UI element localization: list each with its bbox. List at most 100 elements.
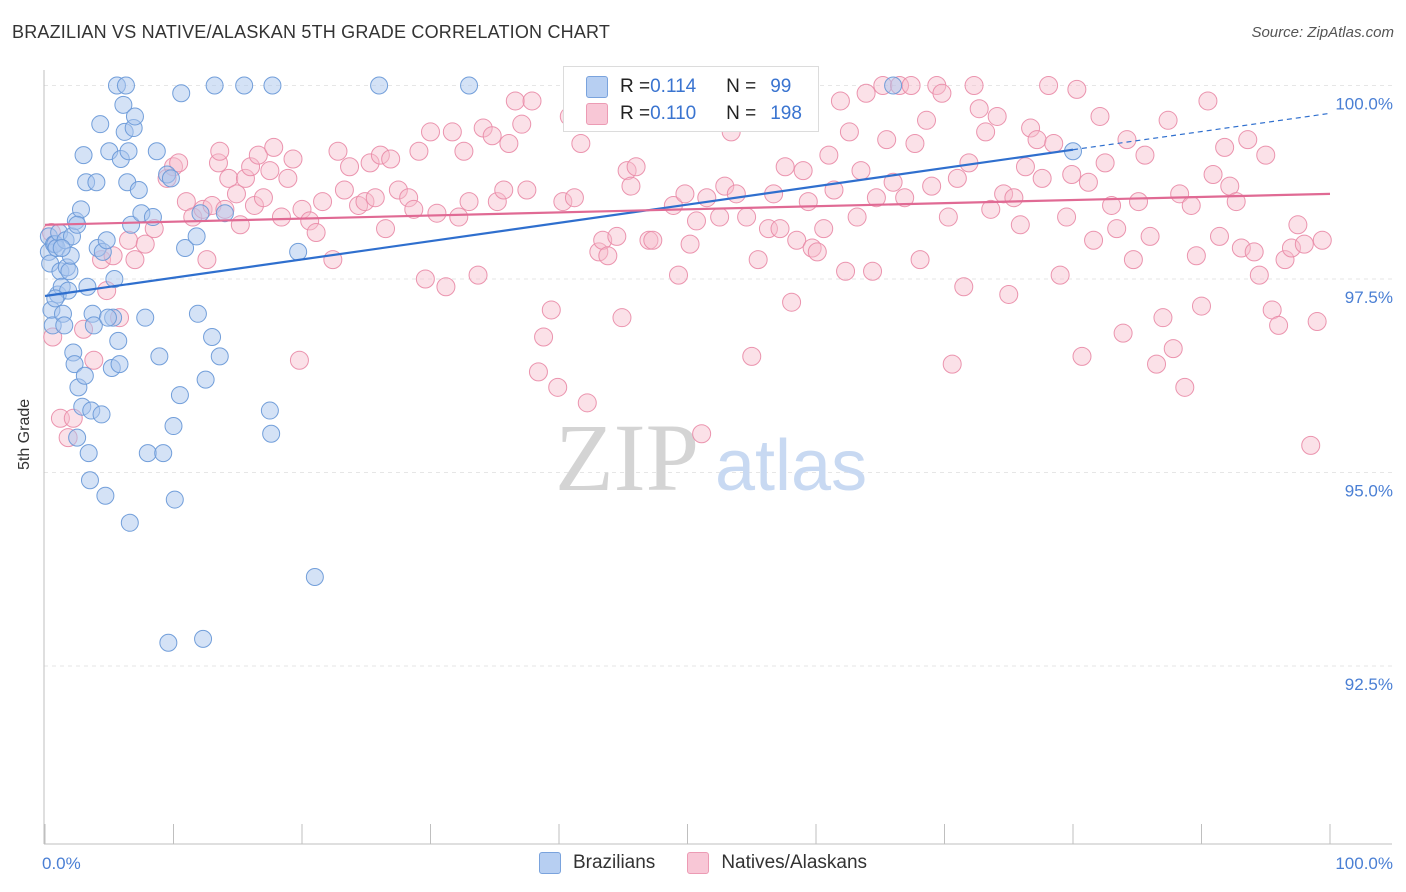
native-alaskan-point (436, 277, 456, 297)
native-alaskan-point (947, 168, 967, 188)
brazilian-point (97, 231, 116, 250)
native-alaskan-point (814, 219, 834, 239)
native-alaskan-point (1021, 118, 1041, 138)
native-alaskan-point (866, 188, 886, 208)
native-alaskan-point (248, 145, 268, 165)
native-alaskan-point (851, 161, 871, 181)
native-alaskan-point (917, 110, 937, 130)
y-tick-label: 92.5% (1345, 675, 1393, 694)
native-alaskan-point (459, 192, 479, 212)
legend-swatch-blue (586, 76, 608, 98)
native-alaskan-point (710, 207, 730, 227)
brazilian-point (305, 567, 324, 586)
native-alaskan-point (283, 149, 303, 169)
native-alaskan-point (1135, 145, 1155, 165)
legend-n-value: 198 (770, 103, 802, 124)
native-alaskan-point (802, 238, 822, 258)
native-alaskan-point (499, 134, 519, 154)
brazilian-point (165, 490, 184, 509)
native-alaskan-point (847, 207, 867, 227)
legend-label-brazilians: Brazilians (572, 852, 656, 873)
native-alaskan-point (494, 180, 514, 200)
legend-r-value: 0.114 (650, 76, 697, 97)
native-alaskan-point (219, 168, 239, 188)
brazilian-point (129, 180, 148, 199)
native-alaskan-point (999, 284, 1019, 304)
brazilian-point (65, 355, 84, 374)
native-alaskan-point (1312, 230, 1332, 250)
native-alaskan-point (883, 172, 903, 192)
brazilian-point (154, 444, 173, 463)
x-tick-label-max: 100.0% (1335, 854, 1393, 873)
native-alaskan-point (942, 354, 962, 374)
native-alaskan-point (964, 75, 984, 95)
native-alaskan-point (1140, 226, 1160, 246)
brazilian-point (87, 173, 106, 192)
native-alaskan-point (399, 188, 419, 208)
brazilian-point (136, 308, 155, 327)
brazilian-point (210, 347, 229, 366)
y-tick-label: 97.5% (1345, 288, 1393, 307)
native-alaskan-point (1256, 145, 1276, 165)
brazilian-point (215, 204, 234, 223)
native-alaskan-point (119, 230, 139, 250)
native-alaskan-point (487, 192, 507, 212)
native-alaskan-point (1084, 230, 1104, 250)
native-alaskan-point (197, 250, 217, 270)
brazilian-point (96, 486, 115, 505)
native-alaskan-point (589, 242, 609, 262)
natives-alaskans-points (41, 75, 1332, 455)
native-alaskan-point (1067, 79, 1087, 99)
native-alaskan-point (607, 226, 627, 246)
native-alaskan-point (1078, 172, 1098, 192)
brazilian-point (91, 115, 110, 134)
watermark-zip: ZIP (555, 404, 699, 511)
native-alaskan-point (468, 265, 488, 285)
native-alaskan-point (819, 145, 839, 165)
brazilian-point (52, 239, 71, 258)
brazilian-point (159, 633, 178, 652)
native-alaskan-point (1275, 250, 1295, 270)
brazilian-point (109, 331, 128, 350)
native-alaskan-point (241, 157, 261, 177)
native-alaskan-point (1203, 164, 1223, 184)
brazilian-point (122, 215, 141, 234)
chart-title: BRAZILIAN VS NATIVE/ALASKAN 5TH GRADE CO… (12, 22, 611, 42)
brazilian-point (46, 289, 65, 308)
legend-n-value: 99 (770, 76, 792, 97)
brazilian-point (235, 76, 254, 95)
native-alaskan-point (856, 83, 876, 103)
native-alaskan-point (381, 149, 401, 169)
native-alaskan-point (210, 141, 230, 161)
native-alaskan-point (512, 114, 532, 134)
brazilian-point (120, 513, 139, 532)
native-alaskan-point (1175, 377, 1195, 397)
brazilian-point (92, 405, 111, 424)
native-alaskan-point (404, 199, 424, 219)
native-alaskan-point (1004, 188, 1024, 208)
x-tick-label-min: 0.0% (42, 854, 81, 873)
brazilian-point (187, 227, 206, 246)
native-alaskan-point (571, 134, 591, 154)
axes (43, 70, 1392, 845)
y-tick-label: 100.0% (1335, 94, 1393, 113)
native-alaskan-point (1147, 354, 1167, 374)
native-alaskan-point (621, 176, 641, 196)
native-alaskan-point (775, 157, 795, 177)
native-alaskan-point (370, 145, 390, 165)
native-alaskan-point (1027, 130, 1047, 150)
native-alaskan-point (409, 141, 429, 161)
native-alaskan-point (289, 350, 309, 370)
native-alaskan-point (612, 308, 632, 328)
native-alaskan-point (839, 122, 859, 142)
native-alaskan-point (1095, 153, 1115, 173)
native-alaskan-point (1117, 130, 1137, 150)
brazilian-point (110, 355, 129, 374)
brazilian-point (84, 316, 103, 335)
native-alaskan-point (328, 141, 348, 161)
brazilian-point (55, 316, 74, 335)
native-alaskan-point (742, 346, 762, 366)
brazilian-point (370, 76, 389, 95)
y-axis-label: 5th Grade (16, 398, 33, 470)
native-alaskan-point (365, 188, 385, 208)
